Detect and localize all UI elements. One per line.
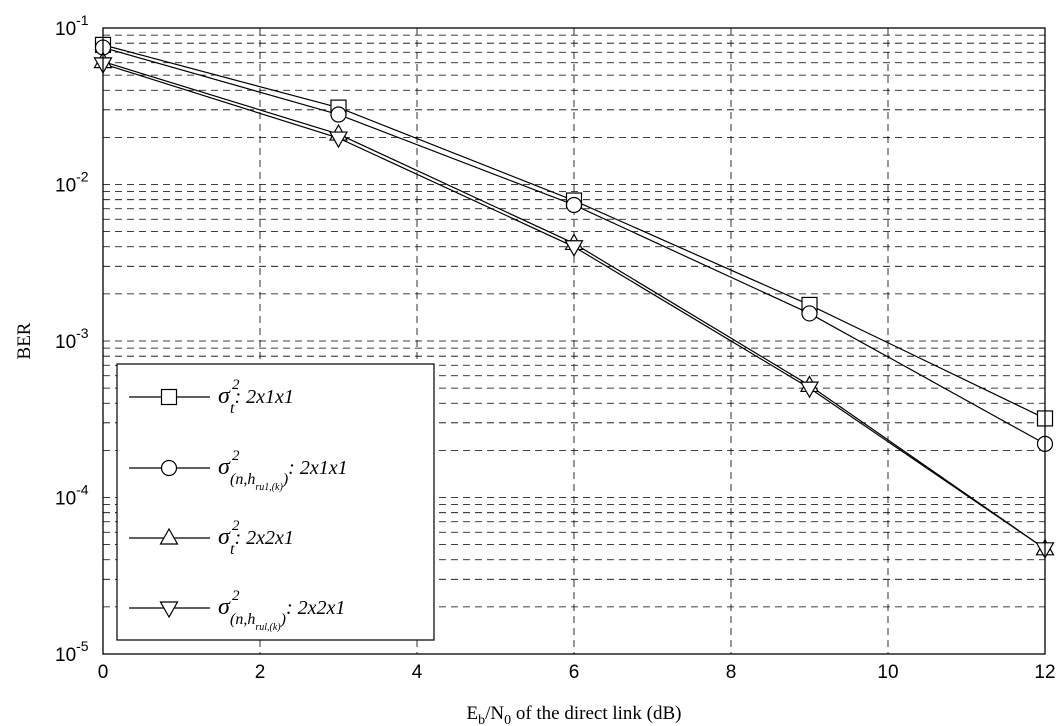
series-4-point — [328, 131, 349, 149]
series-4-point — [799, 381, 820, 399]
legend-label-2: σ 2 (n,hru1,(k)): 2x1x1 — [218, 448, 348, 493]
x-tick-label: 10 — [877, 662, 898, 683]
y-tick-label: 10-5 — [55, 638, 89, 666]
y-tick-label: 10-3 — [55, 325, 89, 353]
x-tick-label: 6 — [569, 662, 580, 683]
x-tick-label: 12 — [1034, 662, 1055, 683]
y-tick-label: 10-4 — [55, 482, 89, 510]
x-tick-label: 8 — [726, 662, 737, 683]
plot-frame — [102, 27, 1046, 655]
x-tick-label: 2 — [255, 662, 266, 683]
series-2-point — [801, 305, 818, 322]
legend-label-3: σ 2 t: 2x2x1 — [218, 518, 294, 558]
y-tick-labels: 10-1 10-2 10-3 10-4 10-5 — [55, 12, 89, 666]
x-tick-label: 0 — [98, 662, 109, 683]
legend-marker-1 — [160, 388, 178, 406]
series-2-point — [330, 106, 347, 123]
series-2-point — [565, 196, 583, 214]
y-tick-label: 10-1 — [55, 12, 89, 40]
x-axis-title: Eb/N0 of the direct link (dB) — [466, 703, 681, 726]
legend-box — [116, 363, 435, 641]
series-4-point — [564, 240, 584, 257]
legend-marker-4 — [159, 601, 179, 619]
y-tick-label: 10-2 — [55, 169, 89, 197]
legend: σ 2 t: 2x1x1 σ 2 (n,hru1,(k)): 2x1x1 σ 2 t: 2x2x… — [116, 363, 435, 641]
legend-label-1: σ 2 t: 2x1x1 — [218, 377, 294, 417]
legend-marker-3 — [159, 527, 179, 545]
x-tick-label: 4 — [412, 662, 423, 683]
legend-label-4: σ 2 (n,hrul,(k)): 2x2x1 — [218, 588, 345, 633]
x-tick-labels: 0 2 4 6 8 10 12 — [98, 662, 1056, 683]
legend-marker-2 — [160, 459, 178, 477]
y-axis-title: BER — [14, 322, 35, 359]
